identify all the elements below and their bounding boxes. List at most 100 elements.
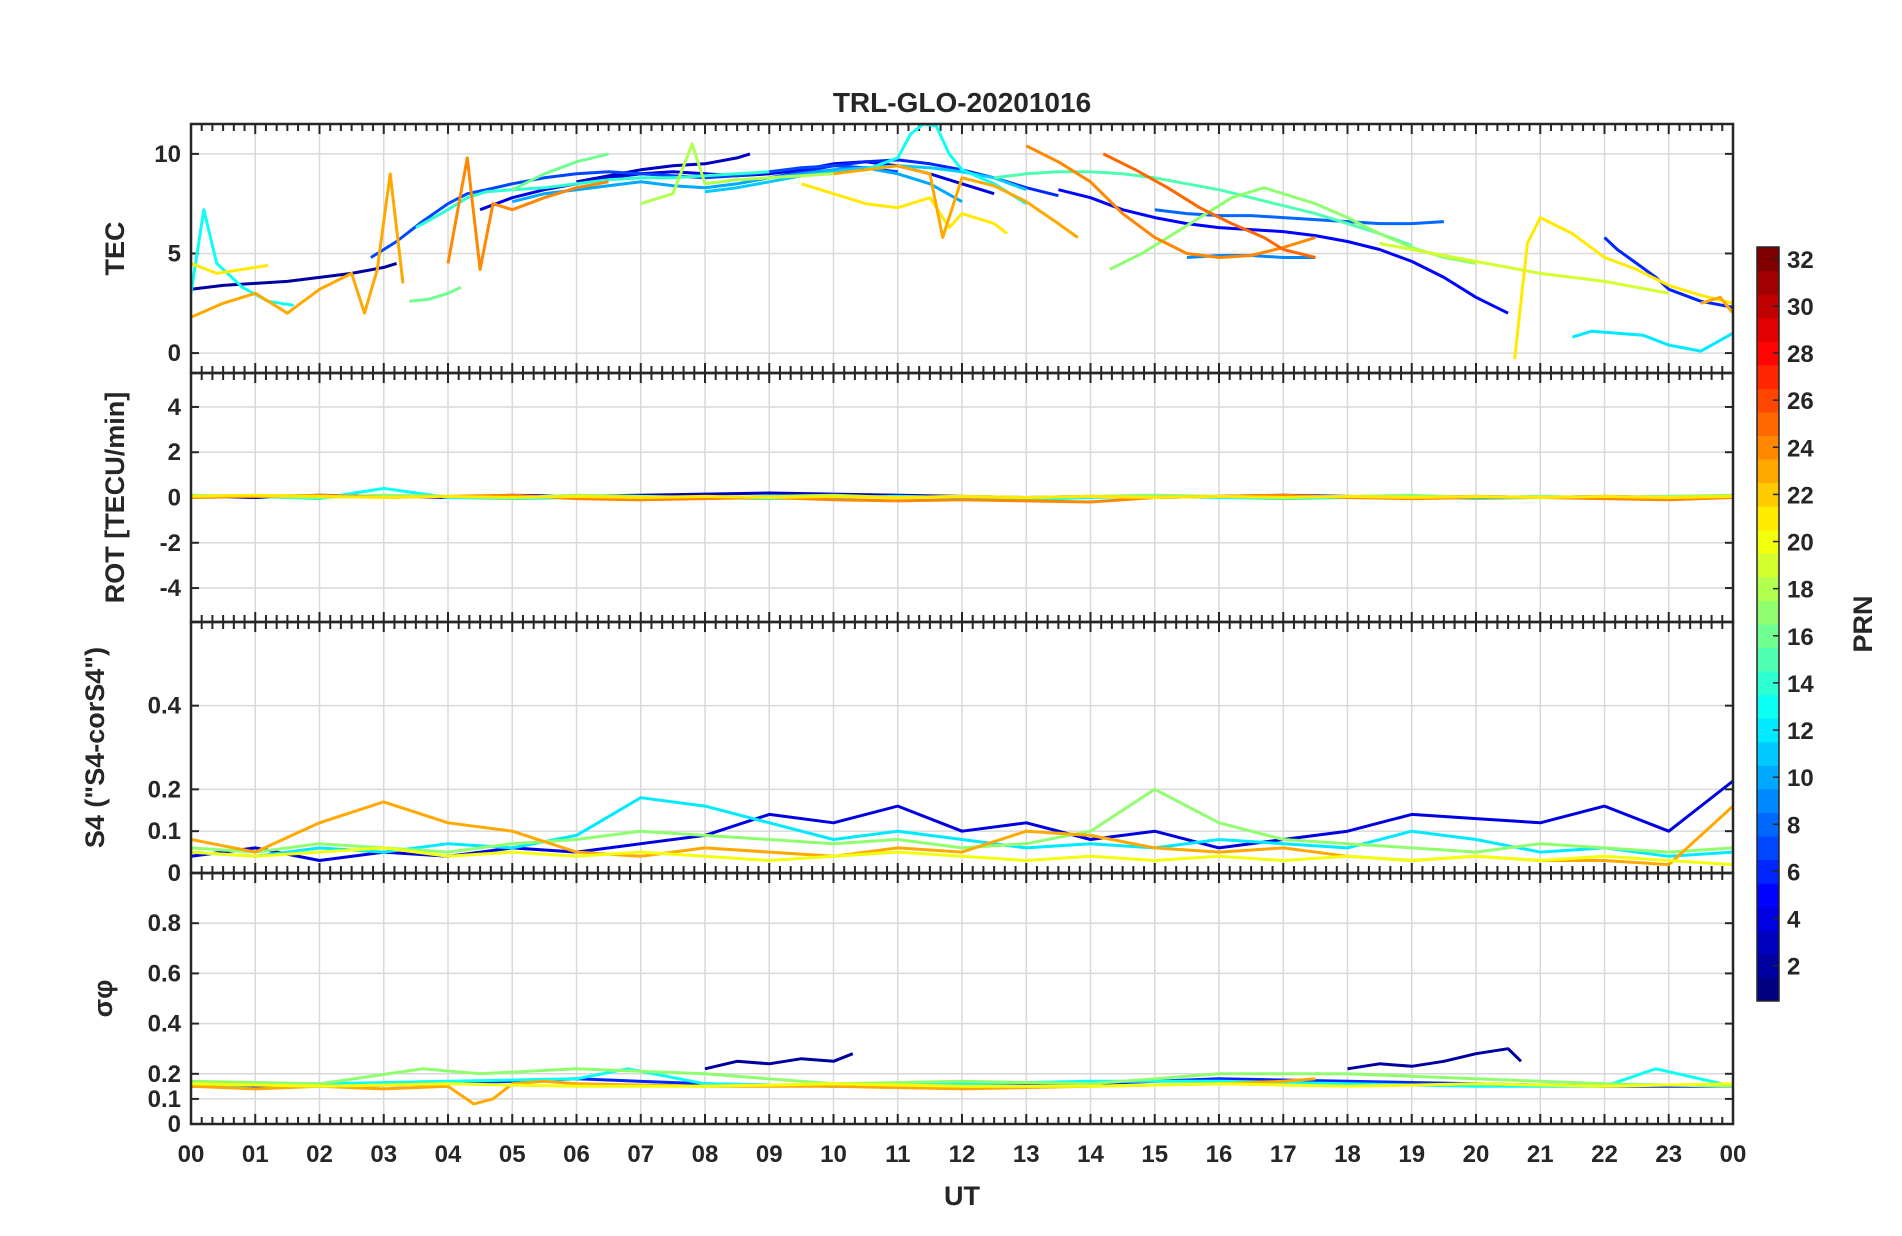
colorbar-segment (1757, 294, 1779, 319)
x-tick-label: 20 (1463, 1141, 1490, 1168)
y-tick-label: -4 (160, 575, 182, 602)
series-line-prn-3 (576, 152, 751, 184)
colorbar-tick-label: 14 (1787, 671, 1814, 698)
colorbar-segment (1757, 600, 1779, 625)
x-tick-label: 00 (178, 1141, 205, 1168)
x-tick-label: 15 (1141, 1141, 1168, 1168)
series-line-prn-12 (1571, 329, 1733, 353)
colorbar-segment (1757, 435, 1779, 460)
x-tick-label: 09 (756, 1141, 783, 1168)
colorbar-tick-label: 12 (1787, 718, 1814, 745)
colorbar-segment (1757, 671, 1779, 696)
colorbar-segment (1757, 317, 1779, 342)
series-line-prn-17 (1109, 186, 1477, 271)
colorbar-segment (1757, 388, 1779, 413)
colorbar-segment (1757, 270, 1779, 295)
colorbar-tick-label: 30 (1787, 294, 1814, 321)
y-tick-label: 0.8 (148, 910, 181, 937)
x-tick-label: 04 (435, 1141, 462, 1168)
colorbar-tick-label: 10 (1787, 765, 1814, 792)
colorbar-tick-label: 2 (1787, 954, 1800, 981)
y-tick-label: 2 (168, 439, 181, 466)
y-tick-label: 0.1 (148, 818, 181, 845)
x-tick-label: 05 (499, 1141, 526, 1168)
y-tick-label: 0.6 (148, 960, 181, 987)
y-tick-label: 0.1 (148, 1086, 181, 1113)
colorbar-frame (1756, 246, 1780, 1002)
colorbar-segment (1757, 883, 1779, 908)
series-line-prn-25 (1102, 152, 1316, 259)
series-line-prn-21 (1513, 216, 1733, 360)
y-tick-label: 5 (168, 240, 181, 267)
panel-frame (189, 871, 1735, 1126)
series-line-prn-21 (800, 182, 1008, 235)
colorbar-segment (1757, 718, 1779, 743)
series-line-prn-13 (191, 208, 295, 307)
colorbar-segment (1757, 247, 1779, 272)
series-group (191, 124, 1733, 360)
colorbar-tick-label: 6 (1787, 859, 1800, 886)
x-tick-label: 19 (1398, 1141, 1425, 1168)
x-tick-label: 14 (1077, 1141, 1104, 1168)
colorbar-segment (1757, 741, 1779, 766)
series-line-prn-5 (1058, 188, 1509, 315)
colorbar-segment (1757, 812, 1779, 837)
y-axis-label: S4 ("S4-corS4") (80, 647, 110, 848)
colorbar-segment (1757, 506, 1779, 531)
colorbar-tick-label: 8 (1787, 812, 1800, 839)
y-axis-label: σφ (88, 980, 118, 1018)
x-tick-label: 22 (1591, 1141, 1618, 1168)
series-group (191, 779, 1733, 867)
x-tick-label: 21 (1527, 1141, 1554, 1168)
series-line-prn-20 (191, 846, 1733, 867)
series-line-prn-17 (191, 787, 1733, 854)
colorbar-segment (1757, 576, 1779, 601)
colorbar-segment (1757, 624, 1779, 649)
colorbar-segment (1757, 529, 1779, 554)
x-tick-label: 23 (1655, 1141, 1682, 1168)
colorbar-segment (1757, 765, 1779, 790)
panel-4: 00.10.2 0.4 0.6 0.8 σφ (88, 871, 1735, 1138)
colorbar-segment (1757, 930, 1779, 955)
x-tick-label: 06 (563, 1141, 590, 1168)
colorbar-segment (1757, 953, 1779, 978)
x-tick-label: 13 (1013, 1141, 1040, 1168)
colorbar-tick-label: 4 (1787, 907, 1801, 934)
series-line-prn-16 (511, 152, 609, 192)
panel-2: -4 -2 0 2 4 ROT [TECU/min] (100, 371, 1735, 624)
y-tick-label: 0.4 (148, 693, 182, 720)
colorbar-tick-label: 20 (1787, 530, 1814, 557)
series-group (191, 1047, 1733, 1106)
series-line-prn-23 (833, 164, 1079, 239)
series-line-prn-17 (191, 1067, 1733, 1088)
x-tick-label: 16 (1206, 1141, 1233, 1168)
x-tick-label: 00 (1720, 1141, 1747, 1168)
x-tick-label: 11 (885, 1141, 910, 1168)
colorbar-segment (1757, 647, 1779, 672)
x-tick-label: 02 (306, 1141, 333, 1168)
colorbar-segment (1757, 977, 1779, 1002)
series-line-prn-13 (865, 124, 1028, 205)
colorbar-tick-label: 24 (1787, 435, 1814, 462)
y-tick-label: 0 (168, 1111, 181, 1138)
colorbar-segment (1757, 906, 1779, 931)
series-line-prn-2 (704, 1052, 854, 1071)
series-line-prn-16 (409, 285, 462, 303)
colorbar-label: PRN (1848, 595, 1878, 652)
panel-1: 0 5 10 TEC (100, 122, 1735, 375)
colorbar-tick-label: 18 (1787, 577, 1814, 604)
series-line-prn-20 (191, 1082, 1733, 1088)
x-tick-label: 17 (1270, 1141, 1297, 1168)
series-line-prn-18 (640, 142, 834, 206)
y-axis-label: ROT [TECU/min] (100, 392, 130, 603)
x-tick-label: 08 (692, 1141, 719, 1168)
x-tick-label: 12 (949, 1141, 976, 1168)
x-tick-label: 10 (820, 1141, 847, 1168)
series-line-prn-10 (511, 166, 963, 204)
colorbar-segment (1757, 553, 1779, 578)
colorbar-tick-label: 28 (1787, 341, 1814, 368)
y-tick-label: 0 (168, 485, 181, 512)
y-tick-label: 0.2 (148, 776, 181, 803)
